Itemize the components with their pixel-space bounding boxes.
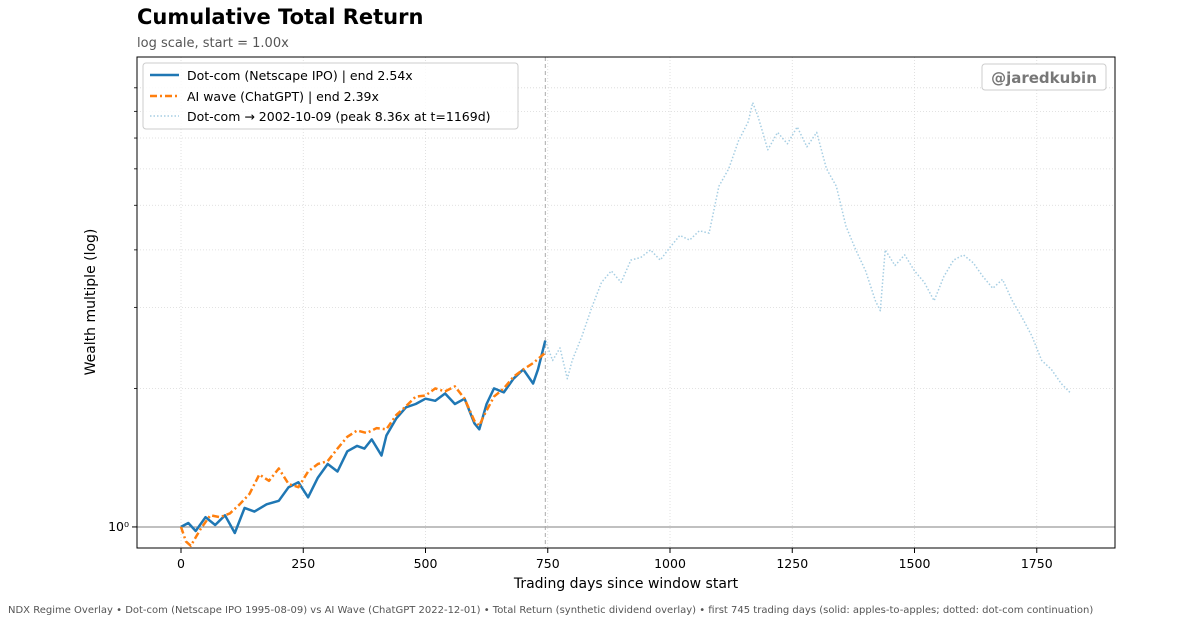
y-axis: 10⁰ <box>108 87 137 534</box>
legend-box <box>142 62 519 130</box>
watermark-text: @jaredkubin <box>991 69 1097 87</box>
legend-label-continuation: Dot-com → 2002-10-09 (peak 8.36x at t=11… <box>187 109 491 124</box>
x-tick-label: 500 <box>414 556 438 571</box>
series-dotcom-continuation <box>544 101 1072 395</box>
watermark-box <box>981 63 1107 91</box>
plot-frame <box>136 56 1116 549</box>
grid <box>137 57 1115 548</box>
chart-subtitle: log scale, start = 1.00x <box>137 36 289 51</box>
footer-note: NDX Regime Overlay • Dot-com (Netscape I… <box>8 605 1094 616</box>
watermark: @jaredkubin <box>981 63 1107 91</box>
series-layer <box>179 101 1072 548</box>
series-ai-wave <box>179 351 547 548</box>
x-tick-label: 1250 <box>776 556 808 571</box>
x-axis: 0 250 500 750 1000 1250 1500 1750 <box>177 548 1053 571</box>
x-tick-label: 1000 <box>654 556 686 571</box>
x-tick-label: 1750 <box>1021 556 1053 571</box>
x-tick-label: 750 <box>536 556 560 571</box>
x-tick-label: 1500 <box>899 556 931 571</box>
x-axis-label: Trading days since window start <box>513 576 739 592</box>
x-tick-label: 0 <box>177 556 185 571</box>
chart-canvas: 0 250 500 750 1000 1250 1500 1750 10⁰ Trading d… <box>83 56 1116 592</box>
legend-label-dotcom: Dot-com (Netscape IPO) | end 2.54x <box>187 68 413 83</box>
y-tick-label: 10⁰ <box>108 519 129 534</box>
y-axis-label: Wealth multiple (log) <box>83 229 99 376</box>
series-dotcom <box>180 340 547 535</box>
legend: Dot-com (Netscape IPO) | end 2.54x AI wa… <box>142 62 519 130</box>
chart-title: Cumulative Total Return <box>137 5 424 29</box>
legend-label-ai: AI wave (ChatGPT) | end 2.39x <box>187 89 379 104</box>
x-tick-label: 250 <box>291 556 315 571</box>
